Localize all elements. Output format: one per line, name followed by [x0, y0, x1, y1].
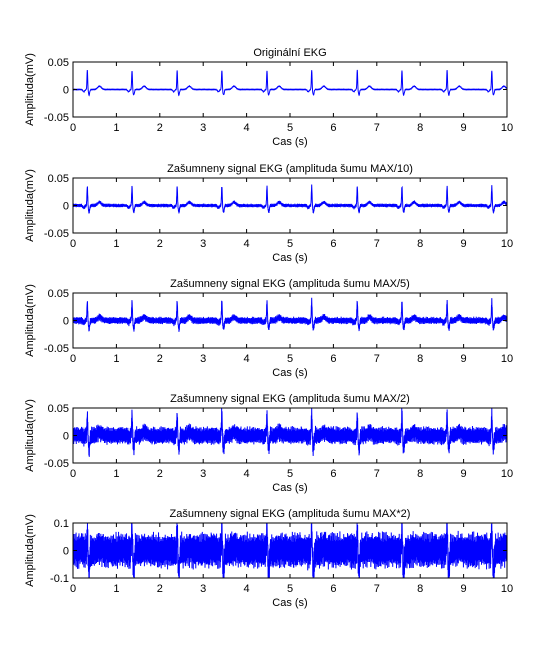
y-axis-label: Amplituda(mV): [24, 514, 36, 587]
chart-title: Originální EKG: [253, 47, 326, 59]
y-tick-label: 0: [63, 316, 69, 328]
x-tick-label: 1: [113, 238, 119, 250]
y-tick-label: -0.05: [44, 112, 69, 124]
y-tick-label: 0: [63, 201, 69, 213]
y-axis-label: Amplituda(mV): [24, 284, 36, 357]
x-axis-label: Cas (s): [272, 252, 307, 264]
x-tick-label: 7: [374, 122, 380, 134]
x-tick-label: 3: [200, 468, 206, 480]
x-tick-label: 7: [374, 468, 380, 480]
x-tick-label: 4: [244, 122, 250, 134]
x-tick-label: 2: [157, 238, 163, 250]
x-tick-label: 8: [417, 353, 423, 365]
x-tick-label: 0: [70, 122, 76, 134]
y-tick-label: 0.05: [48, 173, 69, 185]
chart-title: Zašumneny signal EKG (amplituda šumu MAX…: [170, 393, 410, 405]
x-tick-label: 1: [113, 468, 119, 480]
y-tick-label: 0.05: [48, 288, 69, 300]
x-tick-label: 6: [330, 583, 336, 595]
x-tick-label: 3: [200, 583, 206, 595]
x-tick-label: 3: [200, 122, 206, 134]
y-axis-label: Amplituda(mV): [24, 399, 36, 472]
x-tick-label: 10: [501, 238, 513, 250]
x-tick-label: 1: [113, 122, 119, 134]
x-tick-label: 6: [330, 353, 336, 365]
y-tick-label: 0: [63, 85, 69, 97]
x-tick-label: 1: [113, 353, 119, 365]
x-tick-label: 10: [501, 122, 513, 134]
x-tick-label: 0: [70, 238, 76, 250]
x-tick-label: 5: [287, 122, 293, 134]
y-tick-label: 0: [63, 546, 69, 558]
x-tick-label: 2: [157, 468, 163, 480]
x-tick-label: 8: [417, 238, 423, 250]
x-tick-label: 6: [330, 468, 336, 480]
x-tick-label: 4: [244, 238, 250, 250]
x-axis-label: Cas (s): [272, 367, 307, 379]
x-axis-label: Cas (s): [272, 597, 307, 609]
x-tick-label: 4: [244, 353, 250, 365]
y-tick-label: -0.1: [50, 573, 69, 585]
x-tick-label: 0: [70, 583, 76, 595]
x-tick-label: 3: [200, 238, 206, 250]
x-tick-label: 8: [417, 583, 423, 595]
x-tick-label: 9: [461, 353, 467, 365]
y-tick-label: 0.05: [48, 57, 69, 69]
x-tick-label: 7: [374, 583, 380, 595]
chart-title: Zašumneny signal EKG (amplituda šumu MAX…: [167, 163, 413, 175]
x-tick-label: 10: [501, 583, 513, 595]
y-tick-label: 0: [63, 431, 69, 443]
chart-title: Zašumneny signal EKG (amplituda šumu MAX…: [170, 278, 410, 290]
signal-line: [72, 522, 508, 579]
x-tick-label: 10: [501, 353, 513, 365]
x-tick-label: 0: [70, 468, 76, 480]
signal-line: [72, 407, 508, 457]
x-tick-label: 2: [157, 122, 163, 134]
x-tick-label: 0: [70, 353, 76, 365]
x-tick-label: 3: [200, 353, 206, 365]
x-tick-label: 5: [287, 583, 293, 595]
x-tick-label: 4: [244, 583, 250, 595]
signal-line: [72, 297, 508, 332]
x-axis-label: Cas (s): [272, 482, 307, 494]
x-tick-label: 9: [461, 468, 467, 480]
x-axis-label: Cas (s): [272, 136, 307, 148]
x-tick-label: 4: [244, 468, 250, 480]
y-tick-label: -0.05: [44, 343, 69, 355]
y-tick-label: -0.05: [44, 458, 69, 470]
y-axis-label: Amplituda(mV): [24, 169, 36, 242]
x-tick-label: 6: [330, 122, 336, 134]
y-tick-label: -0.05: [44, 228, 69, 240]
x-tick-label: 5: [287, 468, 293, 480]
x-tick-label: 9: [461, 238, 467, 250]
y-tick-label: 0.1: [54, 518, 69, 530]
signal-line: [72, 184, 508, 215]
x-tick-label: 8: [417, 468, 423, 480]
x-tick-label: 7: [374, 353, 380, 365]
x-tick-label: 2: [157, 353, 163, 365]
x-tick-label: 2: [157, 583, 163, 595]
y-axis-label: Amplituda(mV): [24, 53, 36, 126]
chart-title: Zašumneny signal EKG (amplituda šumu MAX…: [170, 508, 411, 520]
x-tick-label: 8: [417, 122, 423, 134]
x-tick-label: 1: [113, 583, 119, 595]
signal-line: [72, 69, 508, 97]
y-tick-label: 0.05: [48, 403, 69, 415]
x-tick-label: 9: [461, 583, 467, 595]
x-tick-label: 6: [330, 238, 336, 250]
x-tick-label: 5: [287, 238, 293, 250]
x-tick-label: 7: [374, 238, 380, 250]
x-tick-label: 10: [501, 468, 513, 480]
x-tick-label: 9: [461, 122, 467, 134]
x-tick-label: 5: [287, 353, 293, 365]
